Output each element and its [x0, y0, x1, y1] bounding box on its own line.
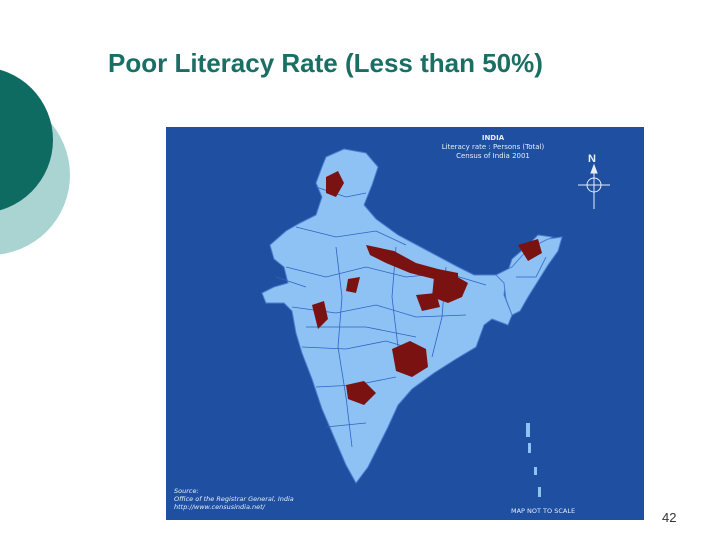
- poor-area-northeast: [518, 239, 542, 261]
- page-number: 42: [662, 510, 677, 525]
- poor-area-kashmir: [326, 171, 344, 197]
- map-canvas: [261, 148, 610, 497]
- poor-area-gujarat: [312, 301, 328, 329]
- andaman-nicobar-islands: [526, 423, 541, 497]
- compass-rose: [578, 163, 610, 209]
- slide-decoration: [0, 69, 70, 255]
- map-subtitle: Literacy rate : Persons (Total): [441, 143, 545, 151]
- source-url: http://www.censusindia.net/: [174, 503, 265, 511]
- poor-area-rajasthan: [346, 277, 360, 293]
- source-label: Source:: [174, 487, 199, 495]
- map-scale-note: MAP NOT TO SCALE: [511, 507, 576, 515]
- india-land: [261, 148, 554, 484]
- poor-area-jharkhand: [416, 293, 440, 311]
- poor-area-uttar-pradesh: [366, 245, 458, 281]
- india-map: INDIA Literacy rate : Persons (Total) Ce…: [166, 127, 644, 520]
- poor-area-jharkhand-orissa: [392, 341, 428, 377]
- poor-area-madhya-pradesh: [346, 381, 376, 405]
- poor-area-bihar: [432, 275, 468, 303]
- north-label: N: [588, 153, 596, 165]
- map-source: Source: Office of the Registrar General,…: [174, 487, 294, 511]
- map-legend-header: INDIA Literacy rate : Persons (Total) Ce…: [418, 134, 568, 161]
- slide-title: Poor Literacy Rate (Less than 50%): [108, 48, 543, 78]
- poor-literacy-areas: [312, 171, 542, 405]
- map-title: INDIA: [481, 134, 505, 142]
- source-org: Office of the Registrar General, India: [174, 495, 294, 503]
- decor-circle-dark: [0, 69, 53, 211]
- map-census-note: Census of India 2001: [456, 152, 530, 160]
